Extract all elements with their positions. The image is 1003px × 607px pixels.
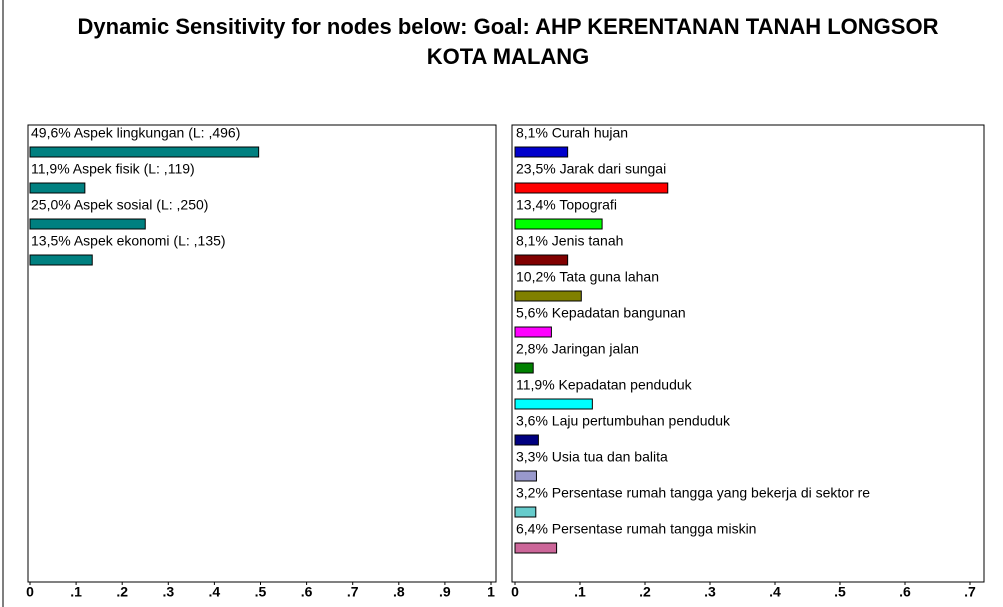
x-tick-label: .2 — [639, 584, 651, 600]
bar-label: 13,5% Aspek ekonomi (L: ,135) — [31, 233, 226, 249]
x-tick-label: .4 — [209, 584, 221, 600]
panel-content: 49,6% Aspek lingkungan (L: ,496) 11,9% As… — [29, 125, 260, 266]
chart-title: Dynamic Sensitivity for nodes below: Goa… — [77, 14, 939, 69]
bar — [514, 362, 534, 374]
x-tick-label: 0 — [511, 584, 519, 600]
bar-label: 3,3% Usia tua dan balita — [516, 449, 668, 465]
x-tick-label: .9 — [439, 584, 451, 600]
panel — [511, 124, 985, 583]
bar — [29, 218, 146, 230]
bar-label: 8,1% Curah hujan — [516, 125, 628, 141]
x-tick-label: .3 — [704, 584, 716, 600]
bar-label: 5,6% Kepadatan bangunan — [516, 305, 686, 321]
x-tick-label: 0 — [26, 584, 34, 600]
bar-label: 6,4% Persentase rumah tangga miskin — [516, 521, 756, 537]
bar — [514, 254, 569, 266]
bar-label: 11,9% Aspek fisik (L: ,119) — [31, 161, 195, 177]
x-tick-label: .1 — [574, 584, 586, 600]
bar-label: 11,9% Kepadatan penduduk — [516, 377, 693, 393]
bar — [514, 182, 669, 194]
bar-label: 13,4% Topografi — [516, 197, 617, 213]
bar — [514, 542, 558, 554]
bar — [514, 218, 603, 230]
bar-label: 49,6% Aspek lingkungan (L: ,496) — [31, 125, 240, 141]
bar-label: 10,2% Tata guna lahan — [516, 269, 659, 285]
bar — [29, 182, 86, 194]
bar-label: 3,6% Laju pertumbuhan penduduk — [516, 413, 731, 429]
x-tick-label: 1 — [487, 584, 495, 600]
bar-label: 23,5% Jarak dari sungai — [516, 161, 666, 177]
bar — [514, 146, 569, 158]
bar-label: 25,0% Aspek sosial (L: ,250) — [31, 197, 208, 213]
bar — [514, 326, 552, 338]
bar-label: 2,8% Jaringan jalan — [516, 341, 639, 357]
bar — [514, 506, 537, 518]
x-tick-label: .5 — [255, 584, 267, 600]
x-tick-label: .4 — [769, 584, 781, 600]
x-tick-label: .2 — [116, 584, 128, 600]
bar — [514, 434, 539, 446]
x-tick-label: .8 — [393, 584, 405, 600]
x-tick-label: .7 — [347, 584, 359, 600]
panel — [27, 124, 497, 583]
x-tick-label: .1 — [70, 584, 82, 600]
x-tick-label: .6 — [899, 584, 911, 600]
bar-label: 8,1% Jenis tanah — [516, 233, 623, 249]
x-tick-label: .5 — [834, 584, 846, 600]
bar — [514, 398, 593, 410]
bar-label: 3,2% Persentase rumah tangga yang bekerj… — [516, 485, 870, 501]
x-tick-label: .3 — [162, 584, 174, 600]
bar — [29, 146, 260, 158]
x-tick-label: .6 — [301, 584, 313, 600]
panel-content: 8,1% Curah hujan 23,5% Jarak dari sungai 1… — [514, 125, 870, 554]
bar — [514, 470, 537, 482]
bar — [514, 290, 582, 302]
bar — [29, 254, 93, 266]
x-tick-label: .7 — [964, 584, 976, 600]
